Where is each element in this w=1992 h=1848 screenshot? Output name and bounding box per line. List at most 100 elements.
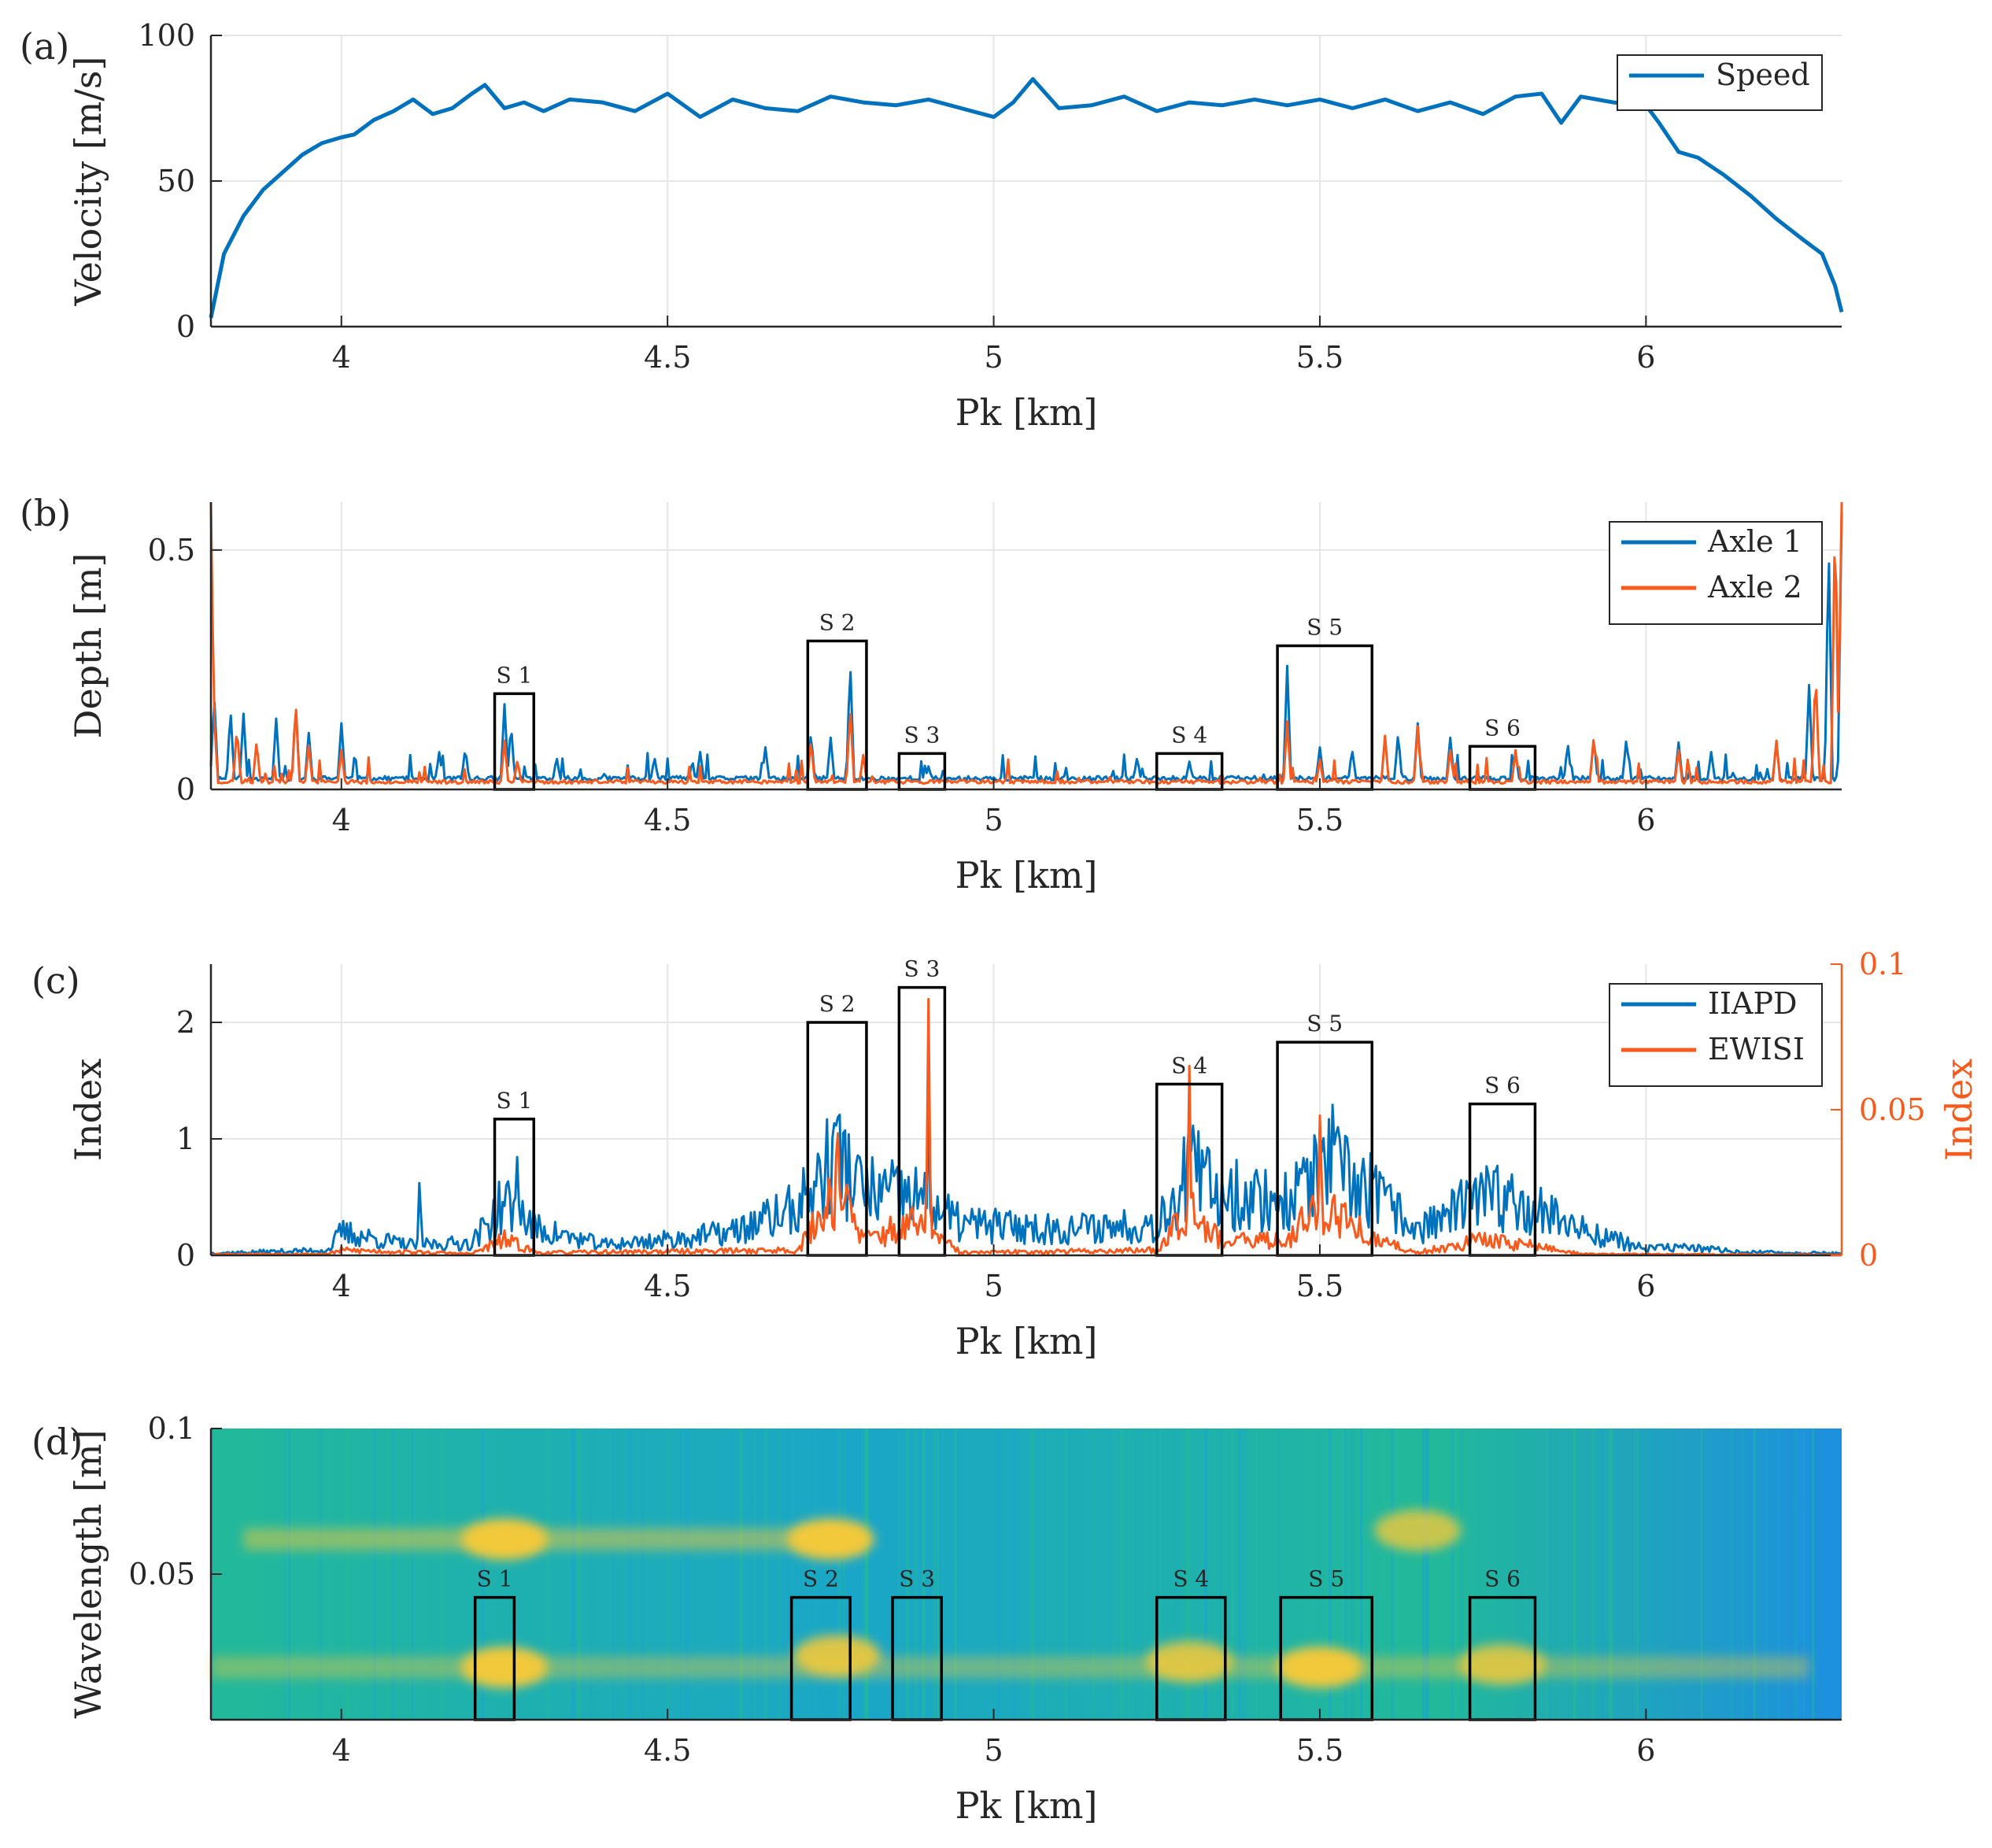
annotation-label: S 6 — [1484, 1566, 1521, 1592]
legend-entry: Axle 2 — [1707, 570, 1802, 604]
heatmap-streak — [612, 1429, 615, 1720]
annotation-label: S 2 — [819, 609, 856, 635]
heatmap-streak — [1263, 1429, 1266, 1720]
heatmap-streak — [1730, 1429, 1735, 1720]
heatmap-streak — [346, 1429, 349, 1720]
x-tick-label: 5.5 — [1296, 1733, 1343, 1768]
heatmap-streak — [1109, 1429, 1111, 1720]
heatmap-streak — [869, 1429, 870, 1720]
heatmap-streak — [1065, 1429, 1067, 1720]
ewisi-series-line — [210, 997, 1842, 1257]
annotation-label: S 5 — [1306, 615, 1343, 641]
heatmap-streak — [1144, 1429, 1147, 1720]
x-tick-label: 4.5 — [644, 1733, 691, 1768]
heatmap-streak — [1764, 1429, 1768, 1720]
heatmap-streak — [1360, 1429, 1362, 1720]
y-axis-label: Wavelength [m] — [67, 1429, 109, 1718]
x-tick-label: 4.5 — [644, 1269, 691, 1303]
x-tick-label: 4.5 — [644, 340, 691, 375]
right-y-tick-label: 0 — [1859, 1238, 1878, 1273]
x-axis-label: Pk [km] — [955, 854, 1098, 896]
heatmap-streak — [628, 1429, 630, 1720]
x-tick-label: 5.5 — [1296, 340, 1343, 375]
heatmap-streak — [1113, 1429, 1115, 1720]
heatmap-streak — [1794, 1429, 1797, 1720]
heatmap-streak — [1460, 1429, 1462, 1720]
heatmap-hot-spot — [460, 1647, 548, 1688]
heatmap-streak — [288, 1429, 290, 1720]
legend-box — [1609, 521, 1823, 625]
heatmap-band — [243, 1528, 863, 1550]
y-tick-label: 0 — [176, 1238, 195, 1273]
right-y-axis-label: Index — [1938, 1059, 1980, 1161]
heatmap-streak — [922, 1429, 926, 1720]
heatmap-streak — [290, 1429, 294, 1720]
annotation-label: S 1 — [496, 662, 532, 688]
heatmap-streak — [1650, 1429, 1653, 1720]
heatmap-streak — [778, 1429, 781, 1720]
heatmap-streak — [1545, 1429, 1547, 1720]
x-axis-label: Pk [km] — [955, 1320, 1098, 1362]
heatmap-streak — [757, 1429, 760, 1720]
heatmap-streak — [837, 1429, 841, 1720]
heatmap-streak — [1120, 1429, 1123, 1720]
heatmap-streak — [1573, 1429, 1576, 1720]
heatmap-hot-spot — [460, 1518, 548, 1560]
annotation-label: S 4 — [1173, 1566, 1209, 1592]
heatmap-streak — [1129, 1429, 1131, 1720]
y-axis-label: Velocity [m/s] — [67, 57, 109, 307]
heatmap-streak — [1464, 1429, 1468, 1720]
x-tick-label: 6 — [1636, 1733, 1655, 1768]
heatmap-streak — [898, 1429, 900, 1720]
heatmap-streak — [630, 1429, 633, 1720]
heatmap-streak — [283, 1429, 286, 1720]
heatmap-streak — [1457, 1429, 1461, 1720]
heatmap-streak — [1329, 1429, 1332, 1720]
right-y-tick-label: 0.1 — [1859, 947, 1906, 981]
heatmap-streak — [412, 1429, 413, 1720]
heatmap-streak — [1012, 1429, 1016, 1720]
heatmap-streak — [688, 1429, 689, 1720]
heatmap-streak — [1185, 1429, 1187, 1720]
heatmap-streak — [864, 1429, 867, 1720]
heatmap-streak — [1636, 1429, 1639, 1720]
heatmap-band — [211, 1656, 1809, 1679]
heatmap-streak — [835, 1429, 840, 1720]
heatmap-streak — [954, 1429, 957, 1720]
panel-d: S 1 S 2 S 3 S 4 S 5 S 6 4 4.5 5 5.5 6 0.05 0.1 Pk [km… — [31, 1411, 1842, 1827]
x-tick-label: 5 — [984, 1733, 1003, 1768]
heatmap-hot-spot — [1459, 1643, 1547, 1685]
heatmap-streak — [763, 1429, 767, 1720]
heatmap-streak — [739, 1429, 743, 1720]
heatmap-streak — [1811, 1429, 1814, 1720]
annotation-label: S 1 — [477, 1566, 513, 1592]
heatmap-streak — [767, 1429, 768, 1720]
heatmap-streak — [391, 1429, 395, 1720]
y-tick-label: 0.1 — [148, 1411, 195, 1446]
heatmap-streak — [1700, 1429, 1703, 1720]
x-tick-label: 5.5 — [1296, 803, 1343, 837]
heatmap-streak — [1753, 1429, 1755, 1720]
heatmap-streak — [546, 1429, 549, 1720]
annotation-label: S 3 — [904, 956, 940, 982]
heatmap-streak — [590, 1429, 593, 1720]
y-axis-label: Index — [67, 1059, 109, 1161]
heatmap-streak — [481, 1429, 484, 1720]
heatmap-streak — [1092, 1429, 1095, 1720]
x-tick-label: 4 — [332, 1733, 351, 1768]
heatmap-streak — [996, 1429, 1001, 1720]
annotation-label: S 4 — [1171, 722, 1207, 748]
y-tick-label: 50 — [157, 164, 195, 198]
heatmap-streak — [754, 1429, 756, 1720]
heatmap-streak — [320, 1429, 323, 1720]
heatmap-streak — [1777, 1429, 1780, 1720]
x-axis-label: Pk [km] — [955, 391, 1098, 434]
heatmap-streak — [805, 1429, 807, 1720]
heatmap-streak — [1325, 1429, 1330, 1720]
heatmap-streak — [1031, 1429, 1035, 1720]
x-tick-label: 5 — [984, 1269, 1003, 1303]
heatmap-streak — [1595, 1429, 1597, 1720]
heatmap-streak — [1414, 1429, 1417, 1720]
y-tick-label: 0 — [176, 772, 195, 807]
annotation-label: S 6 — [1484, 1073, 1521, 1099]
